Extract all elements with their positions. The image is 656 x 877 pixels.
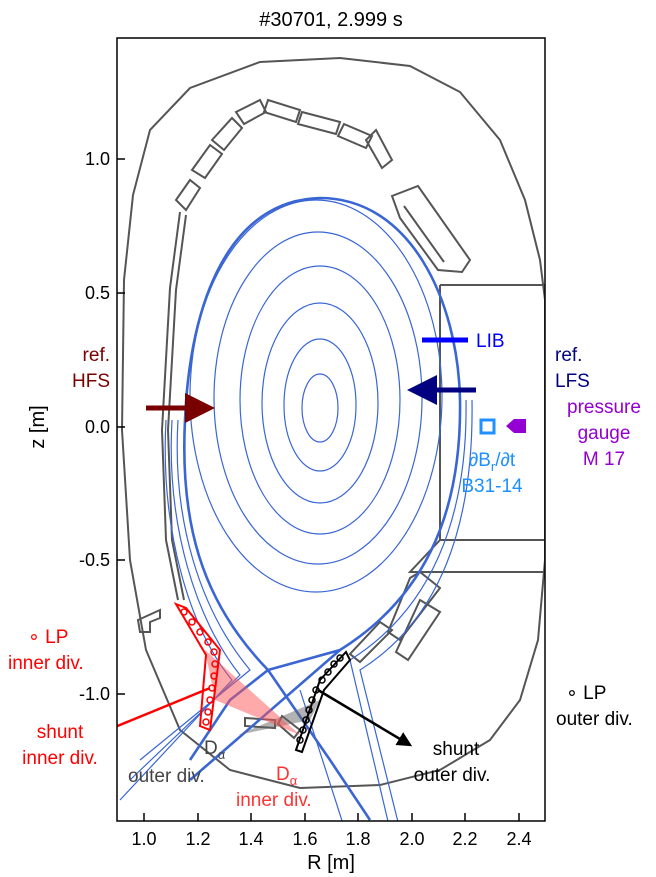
svg-text:LFS: LFS	[555, 371, 590, 392]
x-tick-label: 1.8	[345, 829, 370, 849]
shunt-outer-arrow	[317, 688, 413, 747]
dalpha-inner-cone	[205, 650, 300, 735]
pressure-gauge-marker	[506, 419, 526, 433]
pressure-gauge-label: pressure gauge M 17	[567, 397, 641, 470]
x-tick-label: 1.0	[131, 829, 156, 849]
port-lines	[407, 284, 545, 573]
svg-text:pressure: pressure	[567, 397, 641, 418]
shunt-outer-label: shunt outer div.	[414, 739, 491, 786]
svg-text:ref.: ref.	[83, 345, 110, 366]
svg-text:B31-14: B31-14	[461, 476, 523, 497]
x-tick-label: 2.0	[399, 829, 424, 849]
plot-area	[117, 56, 545, 821]
svg-text:outer div.: outer div.	[556, 709, 633, 730]
svg-text:∘ LP: ∘ LP	[566, 683, 606, 704]
flux-surfaces	[189, 199, 443, 593]
shunt-inner-arrow	[117, 686, 211, 728]
svg-text:outer div.: outer div.	[128, 766, 205, 787]
svg-text:Dα: Dα	[276, 764, 298, 788]
x-ticks	[143, 813, 520, 821]
x-tick-labels: 1.0 1.2 1.4 1.6 1.8 2.0 2.2 2.4	[131, 829, 531, 849]
svg-text:Dα: Dα	[204, 738, 226, 762]
dalpha-inner-label: Dα inner div.	[236, 764, 312, 811]
inner-heat-shield	[160, 211, 187, 601]
y-tick-label: 0.5	[85, 283, 110, 303]
svg-text:HFS: HFS	[72, 371, 110, 392]
x-tick-label: 1.6	[292, 829, 317, 849]
svg-text:inner div.: inner div.	[22, 748, 98, 769]
lib-label: LIB	[476, 331, 505, 352]
svg-text:outer div.: outer div.	[414, 765, 491, 786]
upper-divertor-tiles	[174, 98, 472, 274]
x-axis-title: R [m]	[307, 852, 355, 874]
svg-text:inner div.: inner div.	[236, 790, 312, 811]
y-ticks	[117, 158, 125, 695]
svg-text:shunt: shunt	[433, 739, 480, 760]
y-tick-labels: 1.0 0.5 0.0 -0.5 -1.0	[79, 149, 110, 704]
ref-hfs-label: ref. HFS	[72, 345, 110, 392]
svg-text:inner div.: inner div.	[8, 653, 84, 674]
x-tick-label: 2.4	[506, 829, 531, 849]
sol-lines	[119, 399, 473, 821]
dbdt-coil	[479, 418, 496, 435]
lp-outer-probes	[294, 650, 352, 754]
shunt-inner-label: shunt inner div.	[22, 722, 98, 769]
dbdt-label: ∂Br/∂t B31-14	[461, 450, 523, 497]
svg-text:gauge: gauge	[578, 423, 631, 444]
x-tick-label: 2.2	[452, 829, 477, 849]
x-tick-label: 1.4	[238, 829, 263, 849]
y-tick-label: 1.0	[85, 149, 110, 169]
y-tick-label: -1.0	[79, 684, 110, 704]
lp-inner-probes	[173, 601, 222, 732]
lp-inner-label: ∘ LP inner div.	[8, 627, 84, 674]
svg-text:shunt: shunt	[37, 722, 84, 743]
x-tick-label: 1.2	[185, 829, 210, 849]
svg-text:∂Br/∂t: ∂Br/∂t	[469, 450, 516, 474]
y-tick-label: -0.5	[79, 550, 110, 570]
plot-title: #30701, 2.999 s	[259, 9, 402, 31]
lp-outer-label: ∘ LP outer div.	[556, 683, 633, 730]
y-tick-label: 0.0	[85, 417, 110, 437]
y-axis-title: z [m]	[27, 405, 49, 448]
dalpha-outer-label: Dα outer div.	[128, 738, 226, 787]
svg-text:ref.: ref.	[555, 345, 582, 366]
plot-frame	[116, 37, 546, 822]
svg-text:∘ LP: ∘ LP	[28, 627, 68, 648]
ref-lfs-label: ref. LFS	[555, 345, 590, 392]
svg-text:M 17: M 17	[583, 449, 625, 470]
